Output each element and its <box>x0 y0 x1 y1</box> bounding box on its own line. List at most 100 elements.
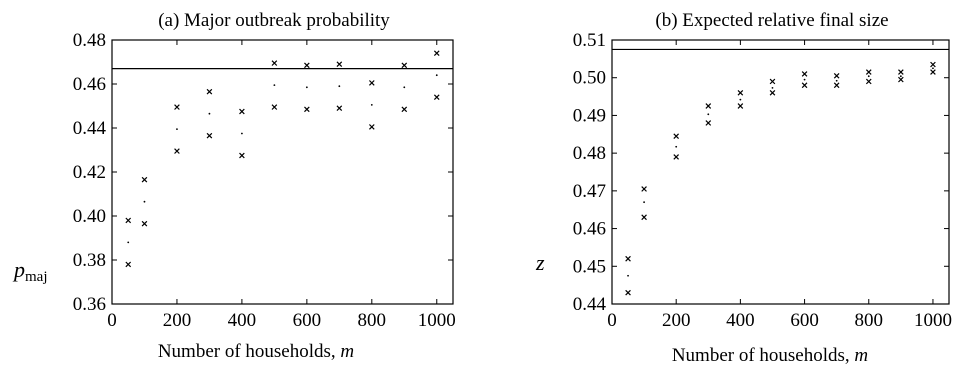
panel-b-point-dot <box>675 145 678 148</box>
panel-b-point-cross <box>737 103 744 109</box>
panel-b-point-cross <box>673 154 680 160</box>
panel-b-xtick-label: 1000 <box>914 310 952 331</box>
panel-a-xlabel-text: Number of households, <box>158 341 341 362</box>
panel-a-point-cross <box>336 105 343 112</box>
panel-b-point-cross <box>673 133 680 139</box>
panel-b-point-dot <box>932 67 934 70</box>
panel-b-xtick-label: 0 <box>607 310 617 331</box>
panel-a-point-dot <box>127 241 130 244</box>
panel-a-point-cross <box>125 217 132 224</box>
panel-a-point-dot <box>305 86 308 89</box>
panel-a-ylabel-main: p <box>12 257 25 282</box>
panel-a-point-dot <box>143 200 146 203</box>
panel-b-point-cross <box>833 82 840 89</box>
panel-a-xtick-label: 600 <box>293 310 322 331</box>
panel-a: 0 200 400 600 800 1000 0.36 0.38 0.40 0.42 0.44 0.4… <box>73 30 456 331</box>
panel-a-point-cross <box>239 108 245 115</box>
panel-a-xtick-label: 0 <box>107 310 117 331</box>
panel-b-ytick-label: 0.44 <box>573 294 607 315</box>
panel-b: 0 200 400 600 800 1000 0.44 0.45 0.46 0.47 0.48 0.4… <box>573 30 952 331</box>
panel-b-point-cross <box>898 69 904 75</box>
panel-b-point-cross <box>625 289 631 296</box>
panel-b-xtick-label: 200 <box>662 310 691 331</box>
panel-a-ytick-label: 0.38 <box>73 250 106 271</box>
panel-a-point-cross <box>206 88 213 95</box>
panel-b-point-cross <box>865 69 872 75</box>
panel-a-point-dot <box>338 85 341 88</box>
panel-a-point-cross <box>401 62 408 69</box>
panel-b-ytick-label: 0.45 <box>573 256 606 277</box>
panel-a-point-cross <box>125 261 132 268</box>
panel-a-ytick-label: 0.40 <box>73 206 106 227</box>
panel-b-point-dot <box>707 113 710 116</box>
panel-b-point-dot <box>867 75 870 78</box>
panel-b-ylabel: z <box>535 250 545 275</box>
panel-b-point-dot <box>771 86 774 89</box>
panel-b-point-dot <box>835 79 838 82</box>
panel-b-point-cross <box>801 71 808 77</box>
panel-a-point-cross <box>433 50 440 57</box>
panel-a-point-cross <box>174 104 180 110</box>
panel-b-point-cross <box>625 255 631 262</box>
panel-a-ylabel-sub: maj <box>25 269 48 285</box>
panel-a-point-cross <box>433 94 440 101</box>
panel-a-point-dot <box>435 74 438 77</box>
panel-a-ylabel: pmaj <box>12 257 48 285</box>
panel-b-xlabel-text: Number of households, <box>672 345 855 366</box>
panel-b-point-dot <box>643 201 645 204</box>
panel-a-frame <box>111 39 454 305</box>
panel-b-point-dot <box>899 75 902 78</box>
panel-b-ytick-label: 0.51 <box>573 30 606 51</box>
panel-a-xtick-label: 1000 <box>418 310 456 331</box>
panel-b-point-cross <box>801 82 808 89</box>
panel-a-point-cross <box>271 60 278 66</box>
panel-a-point-dot <box>370 104 373 106</box>
panel-a-xtick-label: 800 <box>358 310 387 331</box>
panel-b-frame <box>611 39 950 305</box>
panel-b-title: (b) Expected relative final size <box>655 10 888 31</box>
panel-a-ytick-label: 0.36 <box>73 294 106 315</box>
panel-b-point-cross <box>833 73 840 79</box>
panel-b-point-cross <box>737 89 744 96</box>
panel-b-point-cross <box>865 78 872 85</box>
panel-a-xlabel-var: m <box>340 341 354 362</box>
panel-b-ytick-label: 0.49 <box>573 105 606 126</box>
panel-b-xlabel-var: m <box>854 345 868 366</box>
panel-a-ytick-label: 0.46 <box>73 74 106 95</box>
panel-a-point-cross <box>336 61 343 68</box>
panel-a-ytick-label: 0.44 <box>73 118 107 139</box>
panel-b-point-cross <box>930 61 936 68</box>
panel-a-xlabel: Number of households, m <box>158 341 354 362</box>
panel-a-point-dot <box>403 86 406 89</box>
panel-b-ytick-label: 0.48 <box>573 143 606 164</box>
panel-b-xtick-label: 800 <box>855 310 884 331</box>
panel-b-point-cross <box>769 78 776 85</box>
panel-b-ytick-label: 0.47 <box>573 181 606 202</box>
panel-b-xlabel: Number of households, m <box>672 345 868 366</box>
panel-a-point-cross <box>174 148 180 154</box>
panel-b-xtick-label: 400 <box>726 310 755 331</box>
panel-a-point-dot <box>273 84 276 86</box>
panel-a-point-cross <box>141 176 148 183</box>
panel-b-point-cross <box>930 69 936 75</box>
panel-a-point-cross <box>206 132 213 139</box>
panel-a-point-cross <box>141 220 148 227</box>
panel-a-point-cross <box>239 152 245 159</box>
panel-a-point-cross <box>304 106 310 113</box>
panel-a-point-cross <box>368 80 375 86</box>
panel-a-point-cross <box>304 62 310 69</box>
panel-a-point-dot <box>241 132 243 135</box>
panel-a-xtick-label: 400 <box>228 310 257 331</box>
panel-a-ytick-label: 0.48 <box>73 30 106 51</box>
panel-b-point-cross <box>769 89 776 96</box>
panel-a-point-cross <box>271 104 278 110</box>
panel-b-point-cross <box>641 186 647 192</box>
panel-b-ytick-label: 0.46 <box>573 219 606 240</box>
panel-a-title: (a) Major outbreak probability <box>158 10 390 31</box>
panel-b-point-dot <box>627 274 629 277</box>
panel-b-point-cross <box>898 76 904 83</box>
panel-b-point-dot <box>739 98 742 101</box>
panel-b-ytick-label: 0.50 <box>573 68 606 89</box>
panel-b-point-cross <box>641 214 647 221</box>
